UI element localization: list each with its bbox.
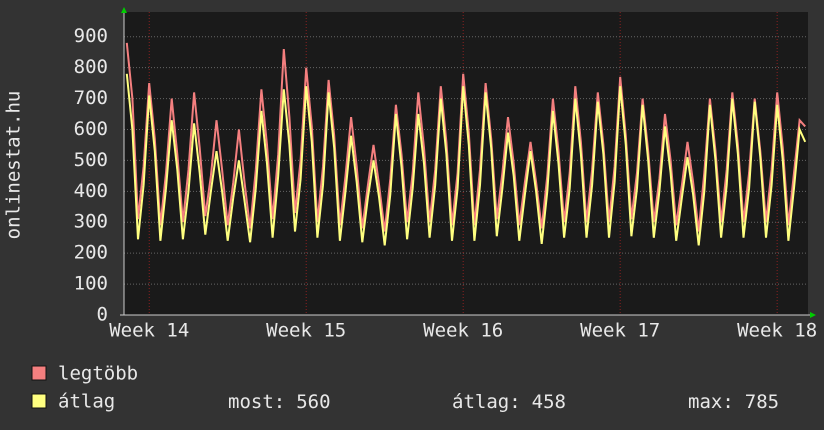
y-tick-label: 800 xyxy=(74,56,108,78)
legend-swatch xyxy=(31,393,47,409)
legend-swatch xyxy=(31,365,47,381)
y-tick-label: 100 xyxy=(74,273,108,295)
y-tick-label: 500 xyxy=(74,149,108,171)
legend-label: átlag xyxy=(58,391,115,413)
y-tick-label: 700 xyxy=(74,87,108,109)
stat: most: 560 xyxy=(228,391,331,413)
y-tick-label: 900 xyxy=(74,25,108,47)
stat-label: átlag: xyxy=(452,391,521,413)
y-tick-label: 200 xyxy=(74,242,108,264)
x-tick-label: Week 15 xyxy=(266,320,346,342)
x-tick-label: Week 16 xyxy=(423,320,503,342)
axis-arrow xyxy=(810,312,816,318)
stat: max: 785 xyxy=(688,391,779,413)
stat-value: 560 xyxy=(296,391,330,413)
legend: legtöbb átlag most: 560 átlag: 458 max: 785 xyxy=(31,363,779,413)
series-line xyxy=(125,73,807,246)
y-tick-label: 300 xyxy=(74,211,108,233)
y-axis-label: onlinestat.hu xyxy=(3,91,25,240)
axis-arrow xyxy=(121,7,127,13)
y-tick-label: 400 xyxy=(74,180,108,202)
stat-value: 785 xyxy=(745,391,779,413)
stat: átlag: 458 xyxy=(452,391,566,413)
stat-label: most: xyxy=(228,391,285,413)
x-tick-label: Week 17 xyxy=(580,320,660,342)
legend-label: legtöbb xyxy=(58,363,138,385)
stat-label: max: xyxy=(688,391,734,413)
y-tick-label: 0 xyxy=(97,304,108,326)
x-tick-label: Week 18 xyxy=(737,320,817,342)
x-tick-label: Week 14 xyxy=(109,320,189,342)
y-tick-label: 600 xyxy=(74,118,108,140)
series-line xyxy=(125,42,806,232)
lines xyxy=(125,42,807,246)
stat-value: 458 xyxy=(532,391,566,413)
